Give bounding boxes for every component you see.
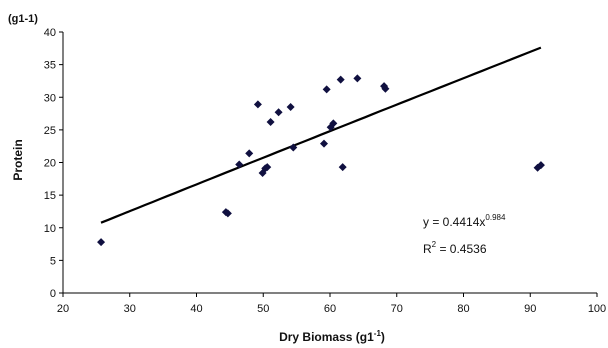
y-tick-label: 5 xyxy=(50,255,56,267)
plot-area xyxy=(62,32,597,294)
y-axis-title: Protein xyxy=(11,139,25,180)
data-point xyxy=(322,85,331,94)
x-axis-title-close: ) xyxy=(381,330,385,344)
r-squared-sup: 2 xyxy=(432,240,437,249)
y-tick-label: 20 xyxy=(44,158,56,170)
data-point xyxy=(245,149,254,158)
trend-equation-exponent: 0.984 xyxy=(485,213,506,222)
data-point xyxy=(266,118,275,127)
data-point xyxy=(274,108,283,117)
y-unit-label: (g1-1) xyxy=(8,13,38,25)
axis-ticks: 0 5 10 15 20 25 30 35 40 20 30 40 50 60 70 80 90 100 xyxy=(44,27,606,315)
x-tick-label: 100 xyxy=(588,303,606,315)
x-tick-label: 30 xyxy=(124,303,136,315)
y-tick-label: 40 xyxy=(44,27,56,39)
data-point xyxy=(289,143,298,152)
x-tick-label: 50 xyxy=(257,303,269,315)
data-point xyxy=(97,238,106,247)
r-squared-value: = 0.4536 xyxy=(436,242,487,256)
data-point xyxy=(223,209,232,218)
data-point xyxy=(286,103,295,112)
data-points xyxy=(97,74,545,247)
data-point xyxy=(338,163,347,172)
data-point xyxy=(353,74,362,83)
x-tick-label: 40 xyxy=(190,303,202,315)
x-tick-label: 60 xyxy=(324,303,336,315)
x-axis-title-main: Dry Biomass (g1 xyxy=(279,330,374,344)
r-squared-label: R2 = 0.4536 xyxy=(423,240,487,256)
y-tick-label: 35 xyxy=(44,60,56,72)
x-tick-label: 70 xyxy=(391,303,403,315)
data-point xyxy=(329,119,338,128)
data-point xyxy=(235,160,244,169)
x-axis-title: Dry Biomass (g1-1) xyxy=(279,329,385,344)
trendline xyxy=(100,46,542,224)
data-point xyxy=(536,161,545,170)
y-tick-label: 30 xyxy=(44,92,56,104)
trend-equation-base: y = 0.4414x xyxy=(423,215,485,229)
x-tick-label: 90 xyxy=(524,303,536,315)
x-tick-label: 20 xyxy=(57,303,69,315)
data-point xyxy=(381,84,390,93)
data-point xyxy=(263,163,272,172)
x-axis-title-sup: -1 xyxy=(374,329,382,338)
data-point xyxy=(336,75,345,84)
data-point xyxy=(253,100,262,109)
data-point xyxy=(319,139,328,148)
trend-equation: y = 0.4414x0.984 xyxy=(423,213,506,229)
x-tick-label: 80 xyxy=(457,303,469,315)
y-tick-label: 0 xyxy=(50,288,56,300)
r-squared-r: R xyxy=(423,242,432,256)
y-tick-label: 25 xyxy=(44,125,56,137)
y-tick-label: 10 xyxy=(44,223,56,235)
trendline-group xyxy=(100,46,542,224)
y-tick-label: 15 xyxy=(44,190,56,202)
